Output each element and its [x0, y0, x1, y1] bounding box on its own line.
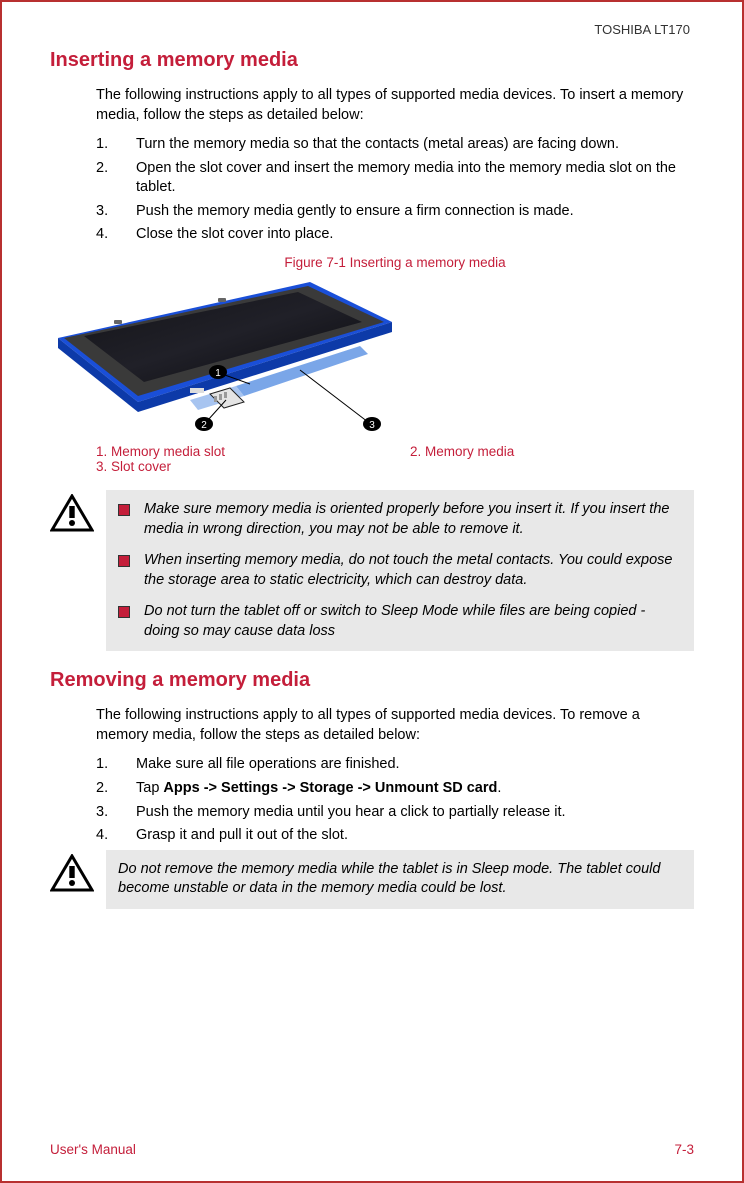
step-num: 4.: [96, 826, 118, 846]
bullet-icon: [118, 606, 130, 618]
section-title-inserting: Inserting a memory media: [50, 49, 694, 72]
caution-text: Do not turn the tablet off or switch to …: [144, 602, 682, 641]
header-product: TOSHIBA LT170: [50, 22, 694, 37]
intro-inserting: The following instructions apply to all …: [96, 86, 694, 125]
figure-caption: Figure 7-1 Inserting a memory media: [96, 255, 694, 270]
step-num: 3.: [96, 202, 118, 222]
legend-item: 1. Memory media slot: [96, 444, 380, 459]
steps-removing: 1. Make sure all file operations are fini…: [96, 755, 694, 845]
caution-block-removing: Do not remove the memory media while the…: [50, 850, 694, 909]
step-num: 3.: [96, 803, 118, 823]
svg-text:2: 2: [201, 420, 207, 431]
section-title-removing: Removing a memory media: [50, 669, 694, 692]
step-num: 1.: [96, 135, 118, 155]
intro-removing: The following instructions apply to all …: [96, 706, 694, 745]
step-num: 1.: [96, 755, 118, 775]
bullet-icon: [118, 555, 130, 567]
svg-text:3: 3: [369, 420, 375, 431]
figure-legend: 1. Memory media slot 2. Memory media 3. …: [96, 444, 694, 474]
caution-text: Make sure memory media is oriented prope…: [144, 500, 682, 539]
steps-inserting: 1. Turn the memory media so that the cont…: [96, 135, 694, 245]
step-text: Open the slot cover and insert the memor…: [136, 159, 694, 198]
page-footer: User's Manual 7-3: [2, 1126, 742, 1181]
step-text: Push the memory media until you hear a c…: [136, 803, 566, 823]
step-text: Turn the memory media so that the contac…: [136, 135, 619, 155]
legend-item: 3. Slot cover: [96, 459, 380, 474]
tablet-illustration: 1 2 3: [50, 278, 400, 438]
figure-inserting: 1 2 3: [50, 278, 694, 438]
legend-item: 2. Memory media: [410, 444, 694, 459]
caution-block-inserting: Make sure memory media is oriented prope…: [50, 490, 694, 651]
warning-icon: [50, 490, 94, 651]
step-text: Tap Apps -> Settings -> Storage -> Unmou…: [136, 779, 501, 799]
step-text: Grasp it and pull it out of the slot.: [136, 826, 348, 846]
step-num: 2.: [96, 159, 118, 198]
step-num: 4.: [96, 225, 118, 245]
step-text: Close the slot cover into place.: [136, 225, 333, 245]
step-text: Make sure all file operations are finish…: [136, 755, 400, 775]
warning-icon: [50, 850, 94, 909]
step-text: Push the memory media gently to ensure a…: [136, 202, 574, 222]
footer-right: 7-3: [674, 1142, 694, 1157]
caution-text: Do not remove the memory media while the…: [118, 860, 682, 899]
step-num: 2.: [96, 779, 118, 799]
footer-left: User's Manual: [50, 1142, 136, 1157]
bullet-icon: [118, 504, 130, 516]
caution-text: When inserting memory media, do not touc…: [144, 551, 682, 590]
svg-text:1: 1: [215, 368, 221, 379]
